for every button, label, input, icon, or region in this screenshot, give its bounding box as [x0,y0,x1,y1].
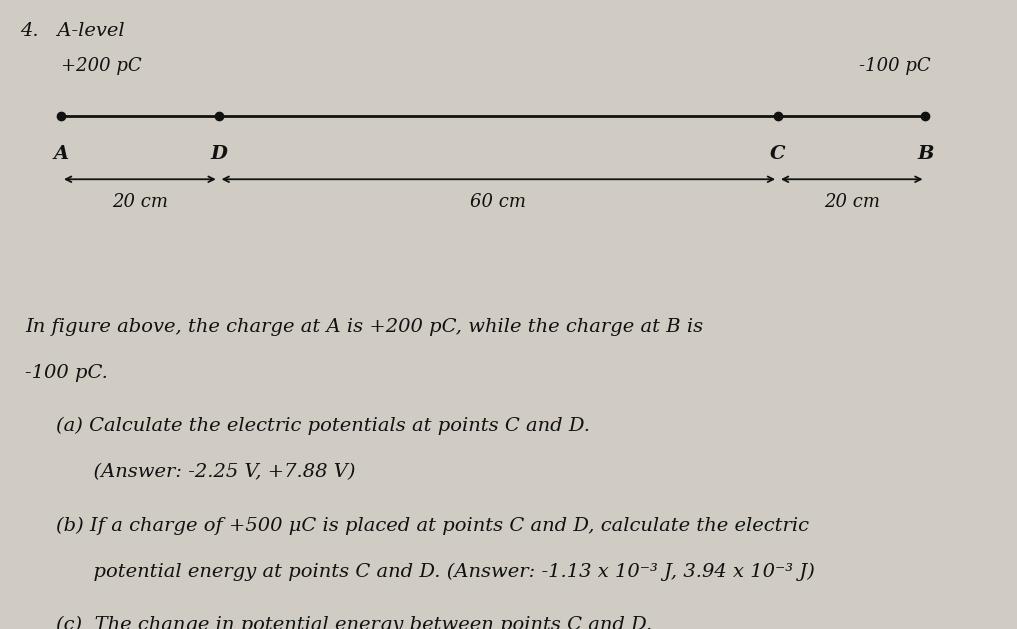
Text: (Answer: -2.25 V, +7.88 V): (Answer: -2.25 V, +7.88 V) [56,463,355,481]
Text: 20 cm: 20 cm [112,193,168,211]
Text: A: A [54,145,68,163]
Text: D: D [211,145,227,163]
Text: C: C [770,145,786,163]
Text: (a) Calculate the electric potentials at points C and D.: (a) Calculate the electric potentials at… [56,417,590,435]
Text: -100 pC: -100 pC [859,57,931,75]
Text: 20 cm: 20 cm [824,193,880,211]
Text: (c)  The change in potential energy between points C and D.: (c) The change in potential energy betwe… [56,616,652,629]
Text: 60 cm: 60 cm [470,193,527,211]
Text: (b) If a charge of +500 μC is placed at points C and D, calculate the electric: (b) If a charge of +500 μC is placed at … [56,516,809,535]
Text: -100 pC.: -100 pC. [25,364,108,382]
Text: 4.   A-level: 4. A-level [20,22,125,40]
Text: B: B [917,145,934,163]
Text: potential energy at points C and D. (Answer: -1.13 x 10⁻³ J, 3.94 x 10⁻³ J): potential energy at points C and D. (Ans… [56,562,815,581]
Text: In figure above, the charge at A is +200 pC, while the charge at B is: In figure above, the charge at A is +200… [25,318,704,336]
Text: +200 pC: +200 pC [61,57,141,75]
